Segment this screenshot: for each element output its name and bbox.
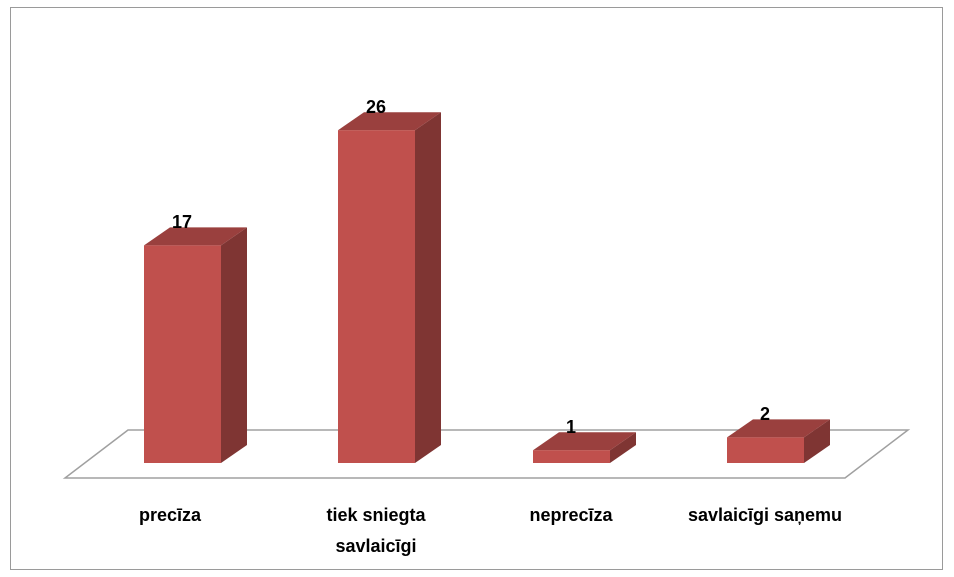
value-label: 26 [366, 97, 386, 117]
bar [144, 245, 221, 463]
bar-side [804, 419, 830, 463]
x-tick-label: savlaicīgi saņemu [687, 505, 843, 525]
x-tick-label: tiek sniegta savlaicīgi [326, 505, 426, 556]
value-label: 1 [566, 417, 576, 437]
bar-top [338, 112, 441, 131]
bar-side [221, 227, 247, 463]
bar-top [144, 227, 247, 246]
bar-top [533, 432, 636, 451]
bar [533, 450, 610, 463]
value-label: 17 [172, 212, 192, 232]
x-tick-label: precīza [138, 505, 202, 525]
value-label: 2 [760, 404, 770, 424]
bar-side [415, 112, 441, 463]
floor [62, 429, 911, 479]
x-tick-label: neprecīza [529, 505, 613, 525]
bar [338, 130, 415, 463]
bar-top [727, 419, 830, 438]
bar [727, 437, 804, 463]
bar-side [610, 432, 636, 463]
